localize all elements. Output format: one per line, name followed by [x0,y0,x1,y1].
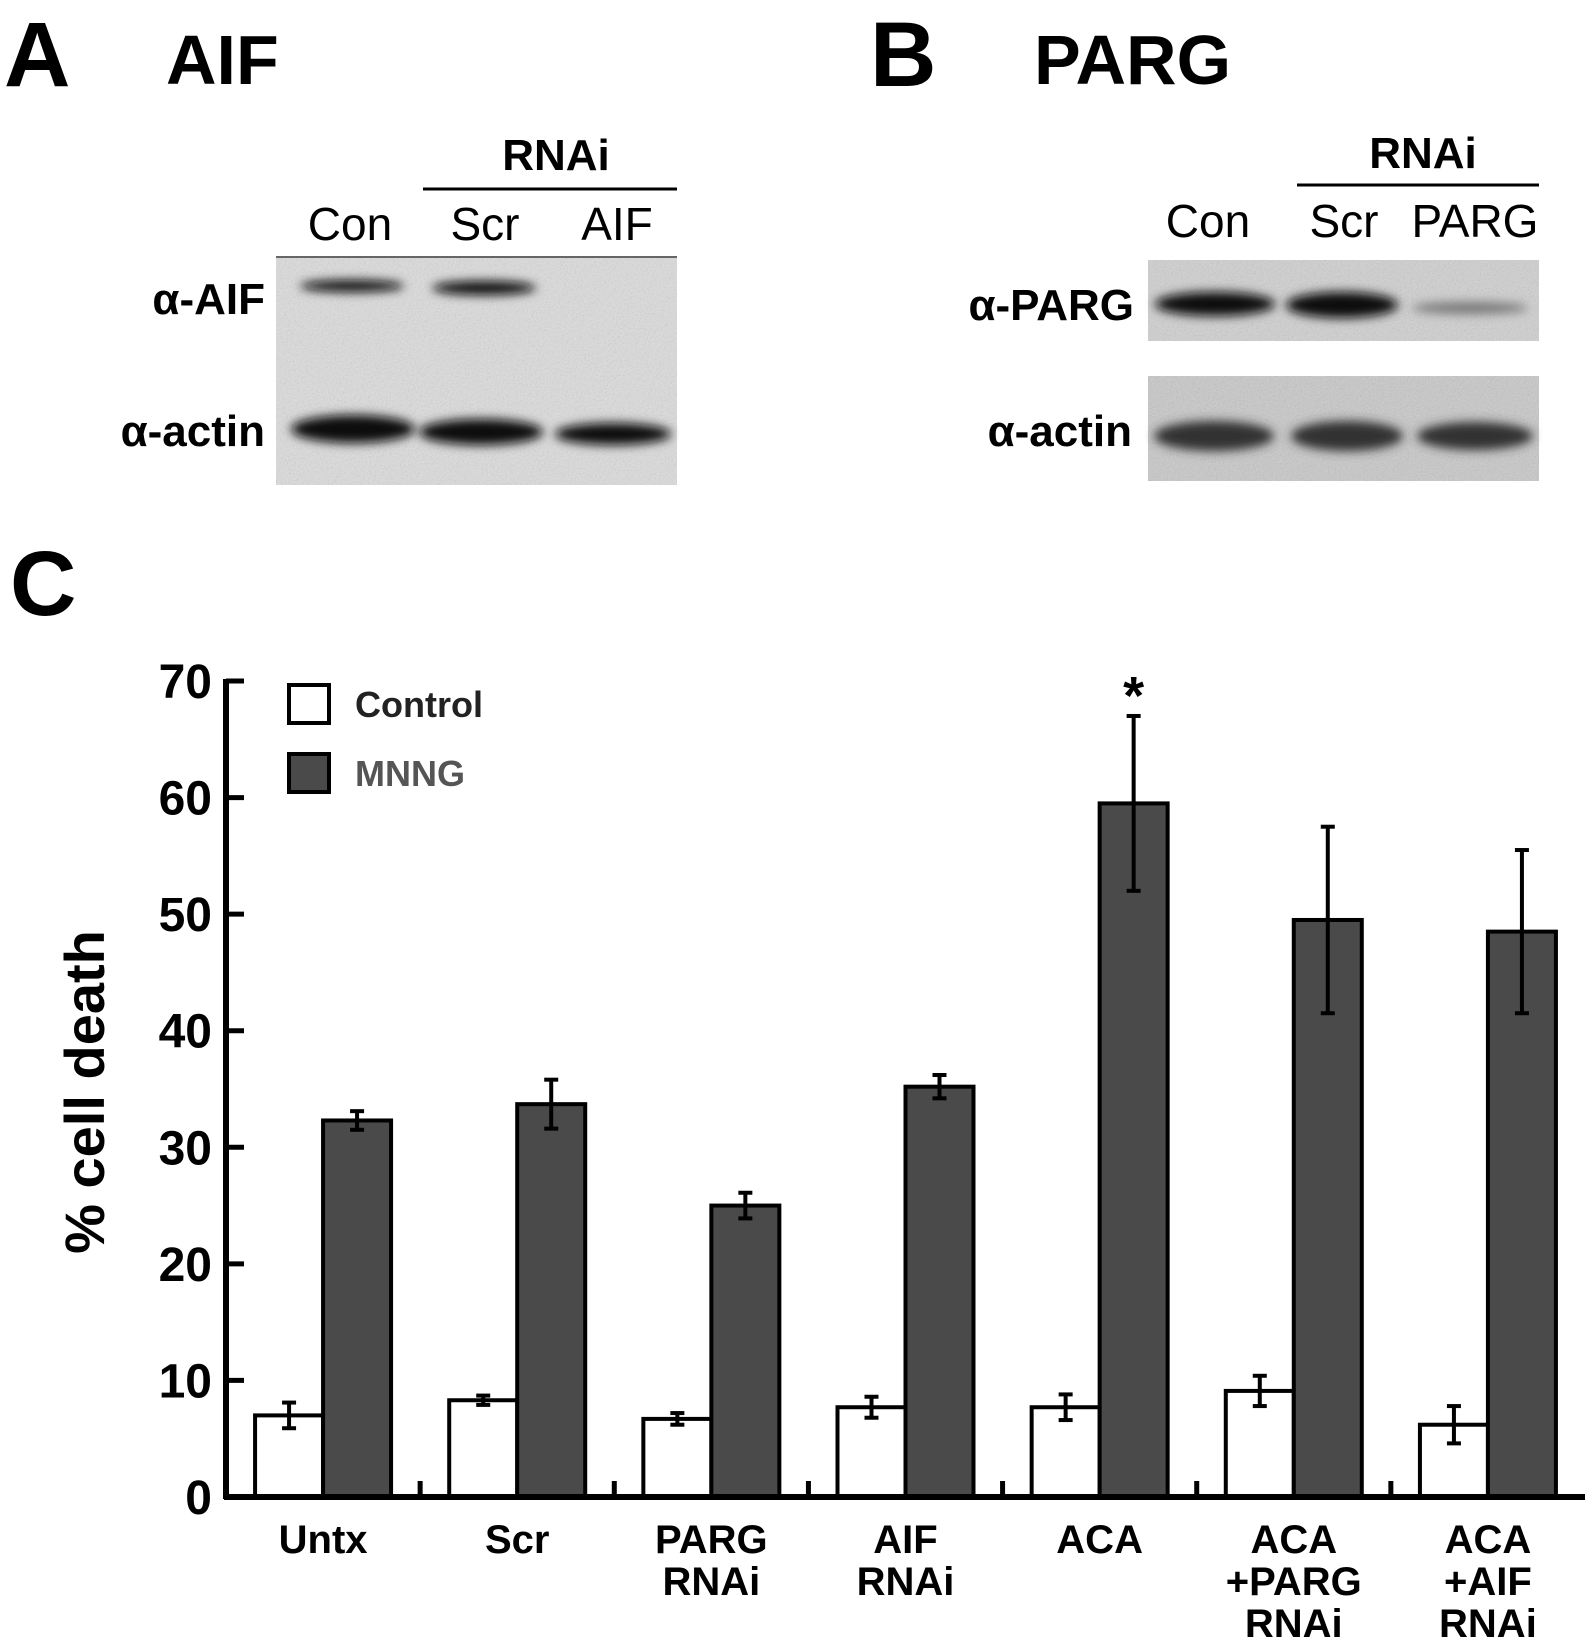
lane-label: Con [308,198,392,250]
bar [447,1398,520,1500]
x-tick-label: PARG [655,1518,768,1562]
lane-label: Scr [451,198,520,250]
panel-title: PARG [1034,21,1231,99]
x-tick-label: +PARG [1226,1560,1362,1604]
x-tick-label: ACA [1250,1518,1337,1562]
band [555,423,671,445]
lane-label: AIF [581,198,653,250]
group-label: RNAi [502,131,610,180]
x-tick-label: RNAi [662,1560,760,1604]
y-tick-label: 30 [159,1122,212,1175]
row-label: α-AIF [152,275,265,324]
y-tick-label: 70 [159,656,212,709]
band [1291,421,1403,451]
panel-title: AIF [166,21,279,99]
x-tick-label: ACA [1445,1518,1532,1562]
row-label: α-actin [988,407,1132,456]
annotation: * [1123,666,1144,726]
lane-label: PARG [1412,195,1539,247]
legend-swatch [287,683,331,725]
group-label: RNAi [1369,129,1477,178]
row-label: α-actin [121,407,265,456]
x-tick-label: RNAi [857,1560,955,1604]
panel-letter: A [4,4,70,106]
panel-letter: C [10,533,76,635]
band [300,280,404,292]
x-tick-label: Untx [279,1518,368,1562]
band [1412,302,1528,314]
x-tick-label: +AIF [1444,1560,1532,1604]
y-axis-label: % cell death [53,930,116,1254]
lane-label: Con [1166,195,1250,247]
lane-label: Scr [1310,195,1379,247]
x-tick-label: AIF [873,1518,937,1562]
y-tick-label: 40 [159,1006,212,1059]
bar [1097,801,1170,1499]
y-tick-label: 20 [159,1239,212,1292]
bar [835,1405,908,1499]
y-tick-label: 0 [185,1472,212,1525]
x-tick-label: ACA [1056,1518,1143,1562]
legend-swatch [287,752,331,794]
y-tick-label: 50 [159,889,212,942]
blot-texture [276,257,677,485]
band [1286,292,1398,318]
band [432,281,536,295]
bar [321,1118,394,1499]
y-tick-label: 60 [159,773,212,826]
row-label: α-PARG [968,281,1134,330]
legend-label: MNNG [355,753,465,794]
bar [1485,929,1558,1499]
y-tick-label: 10 [159,1355,212,1408]
bar [903,1084,976,1499]
band [1154,421,1274,451]
band [291,415,415,443]
bar [641,1416,714,1499]
x-tick-label: RNAi [1245,1602,1343,1646]
band [419,419,543,445]
band [1417,422,1533,450]
bar [515,1102,588,1499]
x-tick-label: RNAi [1439,1602,1537,1646]
legend-label: Control [355,684,483,725]
bar [709,1203,782,1499]
x-tick-label: Scr [485,1518,550,1562]
panel-letter: B [870,4,936,106]
band [1155,292,1275,316]
